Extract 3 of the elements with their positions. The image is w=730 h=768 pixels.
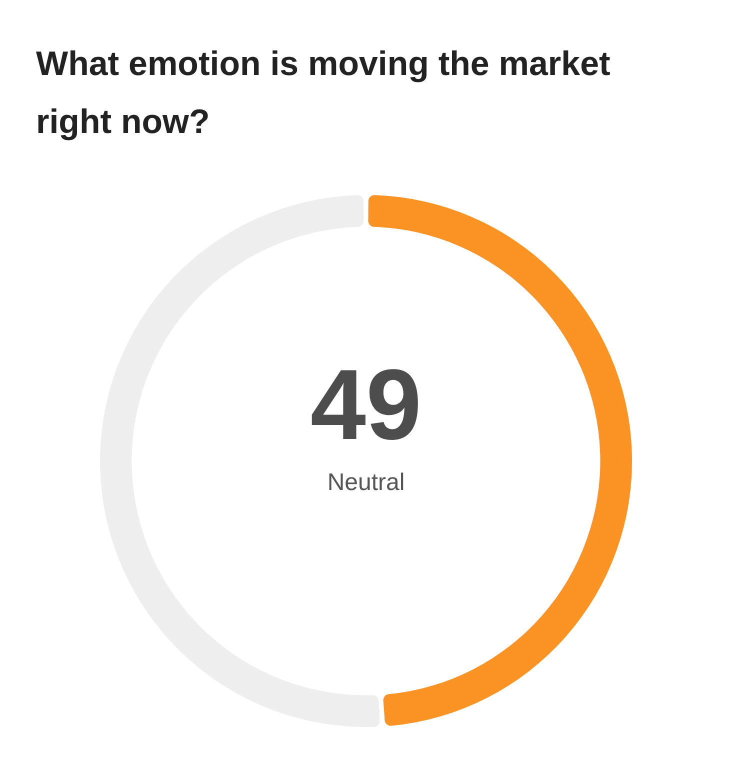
text: Neutral	[327, 468, 405, 498]
data-label: 49	[310, 349, 422, 461]
chart-title: What emotion is moving the market right now?	[36, 44, 612, 143]
